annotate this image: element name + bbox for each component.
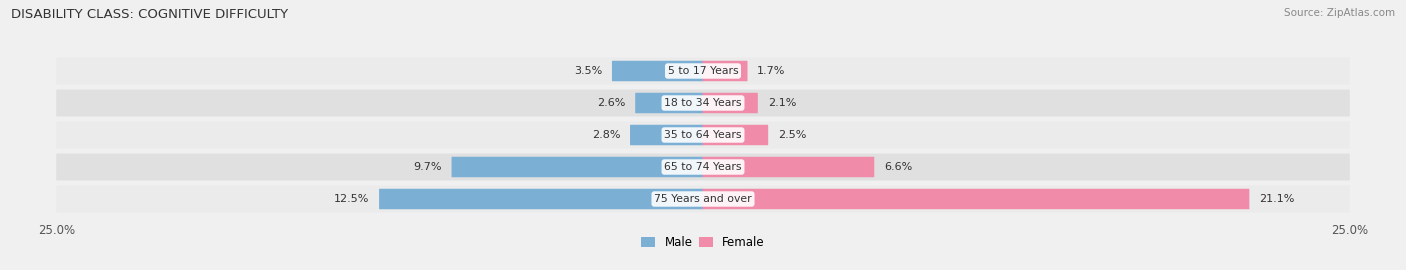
Text: 2.6%: 2.6% — [598, 98, 626, 108]
Text: 9.7%: 9.7% — [413, 162, 441, 172]
Text: Source: ZipAtlas.com: Source: ZipAtlas.com — [1284, 8, 1395, 18]
Text: 65 to 74 Years: 65 to 74 Years — [664, 162, 742, 172]
Text: 75 Years and over: 75 Years and over — [654, 194, 752, 204]
FancyBboxPatch shape — [703, 61, 748, 81]
Text: 3.5%: 3.5% — [574, 66, 602, 76]
Text: 5 to 17 Years: 5 to 17 Years — [668, 66, 738, 76]
FancyBboxPatch shape — [636, 93, 703, 113]
Legend: Male, Female: Male, Female — [637, 231, 769, 254]
Text: 12.5%: 12.5% — [333, 194, 370, 204]
FancyBboxPatch shape — [703, 125, 768, 145]
FancyBboxPatch shape — [56, 185, 1350, 212]
FancyBboxPatch shape — [703, 157, 875, 177]
Text: 21.1%: 21.1% — [1260, 194, 1295, 204]
FancyBboxPatch shape — [56, 58, 1350, 85]
FancyBboxPatch shape — [703, 93, 758, 113]
Text: DISABILITY CLASS: COGNITIVE DIFFICULTY: DISABILITY CLASS: COGNITIVE DIFFICULTY — [11, 8, 288, 21]
Text: 35 to 64 Years: 35 to 64 Years — [664, 130, 742, 140]
FancyBboxPatch shape — [612, 61, 703, 81]
FancyBboxPatch shape — [630, 125, 703, 145]
Text: 6.6%: 6.6% — [884, 162, 912, 172]
Text: 2.8%: 2.8% — [592, 130, 620, 140]
Text: 1.7%: 1.7% — [758, 66, 786, 76]
FancyBboxPatch shape — [56, 154, 1350, 180]
FancyBboxPatch shape — [703, 189, 1250, 209]
FancyBboxPatch shape — [56, 90, 1350, 116]
FancyBboxPatch shape — [380, 189, 703, 209]
FancyBboxPatch shape — [451, 157, 703, 177]
FancyBboxPatch shape — [56, 122, 1350, 148]
Text: 2.1%: 2.1% — [768, 98, 796, 108]
Text: 18 to 34 Years: 18 to 34 Years — [664, 98, 742, 108]
Text: 2.5%: 2.5% — [778, 130, 807, 140]
